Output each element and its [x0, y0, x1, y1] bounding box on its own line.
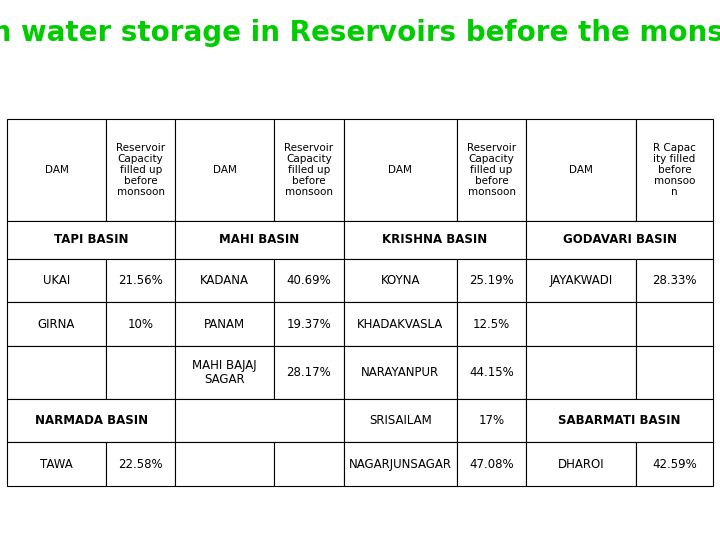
Text: 28.17%: 28.17%	[287, 366, 331, 379]
Text: Reservoir
Capacity
filled up
before
monsoon: Reservoir Capacity filled up before mons…	[284, 143, 333, 197]
Bar	[343, 119, 457, 221]
Text: 42.59%: 42.59%	[652, 458, 697, 471]
Bar	[457, 259, 526, 302]
Text: R Capac
ity filled
before
monsoo
n: R Capac ity filled before monsoo n	[653, 143, 696, 197]
Text: Reservoir
Capacity
filled up
before
monsoon: Reservoir Capacity filled up before mons…	[116, 143, 165, 197]
Bar	[7, 119, 106, 221]
Bar	[526, 259, 636, 302]
Bar	[457, 119, 526, 221]
Text: 10%: 10%	[127, 318, 153, 330]
Bar	[106, 119, 176, 221]
Bar	[7, 259, 106, 302]
Text: 21.56%: 21.56%	[118, 274, 163, 287]
Bar	[526, 302, 636, 346]
Text: NAGARJUNSAGAR: NAGARJUNSAGAR	[348, 458, 451, 471]
Bar	[457, 442, 526, 486]
Bar	[636, 119, 713, 221]
Bar	[636, 302, 713, 346]
Text: 25.19%: 25.19%	[469, 274, 514, 287]
Text: NARAYANPUR: NARAYANPUR	[361, 366, 439, 379]
Bar	[7, 221, 176, 259]
Bar	[636, 259, 713, 302]
Bar	[343, 399, 457, 442]
Text: SRISAILAM: SRISAILAM	[369, 414, 431, 427]
Bar	[274, 119, 343, 221]
Text: KHADAKVASLA: KHADAKVASLA	[357, 318, 444, 330]
Bar	[636, 442, 713, 486]
Bar	[526, 399, 713, 442]
Text: GODAVARI BASIN: GODAVARI BASIN	[562, 233, 677, 246]
Text: PANAM: PANAM	[204, 318, 246, 330]
Bar	[343, 442, 457, 486]
Text: MAHI BASIN: MAHI BASIN	[220, 233, 300, 246]
Text: GIRNA: GIRNA	[38, 318, 76, 330]
Bar	[526, 221, 713, 259]
Text: NARMADA BASIN: NARMADA BASIN	[35, 414, 148, 427]
Bar	[176, 302, 274, 346]
Text: 12.5%: 12.5%	[473, 318, 510, 330]
Text: SABARMATI BASIN: SABARMATI BASIN	[558, 414, 681, 427]
Text: 44.15%: 44.15%	[469, 366, 514, 379]
Bar	[343, 346, 457, 399]
Bar	[636, 346, 713, 399]
Text: KADANA: KADANA	[200, 274, 249, 287]
Bar	[457, 346, 526, 399]
Text: 40.69%: 40.69%	[287, 274, 331, 287]
Bar	[7, 399, 176, 442]
Bar	[106, 302, 176, 346]
Bar	[274, 346, 343, 399]
Bar	[176, 442, 274, 486]
Text: TAWA: TAWA	[40, 458, 73, 471]
Bar	[106, 259, 176, 302]
Text: MAHI BAJAJ
SAGAR: MAHI BAJAJ SAGAR	[192, 359, 257, 386]
Text: 28.33%: 28.33%	[652, 274, 697, 287]
Text: 47.08%: 47.08%	[469, 458, 514, 471]
Bar	[176, 259, 274, 302]
Text: High water storage in Reservoirs before the monsoon: High water storage in Reservoirs before …	[0, 19, 720, 47]
Text: DAM: DAM	[388, 165, 412, 175]
Bar	[176, 399, 343, 442]
Bar	[526, 442, 636, 486]
Text: 17%: 17%	[479, 414, 505, 427]
Bar	[457, 399, 526, 442]
Bar	[343, 259, 457, 302]
Text: DAM: DAM	[570, 165, 593, 175]
Text: KRISHNA BASIN: KRISHNA BASIN	[382, 233, 487, 246]
Bar	[343, 221, 526, 259]
Bar	[176, 346, 274, 399]
Text: UKAI: UKAI	[43, 274, 70, 287]
Text: Reservoir
Capacity
filled up
before
monsoon: Reservoir Capacity filled up before mons…	[467, 143, 516, 197]
Bar	[106, 346, 176, 399]
Bar	[7, 346, 106, 399]
Text: DAM: DAM	[45, 165, 68, 175]
Text: TAPI BASIN: TAPI BASIN	[54, 233, 129, 246]
Bar	[526, 346, 636, 399]
Text: 19.37%: 19.37%	[287, 318, 331, 330]
Bar	[343, 302, 457, 346]
Bar	[7, 302, 106, 346]
Bar	[274, 442, 343, 486]
Text: JAYAKWADI: JAYAKWADI	[549, 274, 613, 287]
Bar	[274, 259, 343, 302]
Text: 22.58%: 22.58%	[118, 458, 163, 471]
Text: KOYNA: KOYNA	[380, 274, 420, 287]
Bar	[176, 119, 274, 221]
Bar	[7, 442, 106, 486]
Bar	[176, 221, 343, 259]
Bar	[457, 302, 526, 346]
Bar	[526, 119, 636, 221]
Bar	[106, 442, 176, 486]
Text: DHAROI: DHAROI	[558, 458, 605, 471]
Bar	[274, 302, 343, 346]
Text: DAM: DAM	[213, 165, 237, 175]
